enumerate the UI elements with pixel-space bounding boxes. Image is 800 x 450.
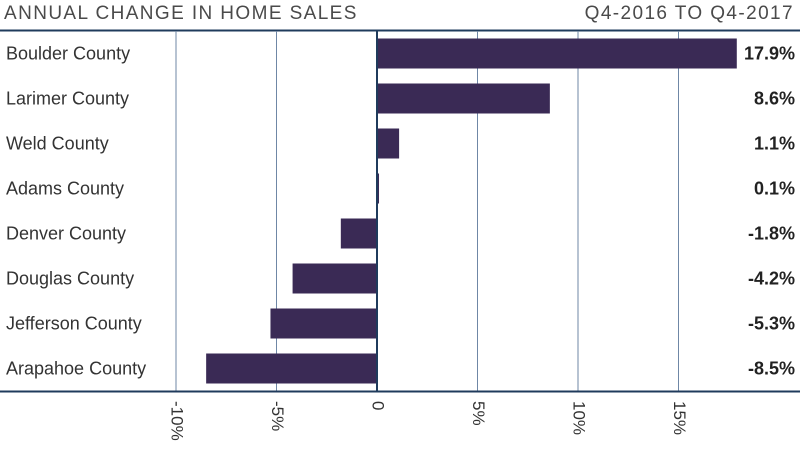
category-label: Denver County [6, 224, 126, 244]
category-label: Weld County [6, 134, 109, 154]
data-label: 1.1% [754, 134, 795, 154]
x-tick-label: 5% [469, 401, 488, 426]
bar [377, 128, 400, 159]
category-label: Arapahoe County [6, 359, 146, 379]
x-tick-label: 15% [670, 401, 689, 435]
category-label: Jefferson County [6, 314, 142, 334]
bar [377, 83, 550, 114]
category-label: Larimer County [6, 89, 129, 109]
chart-header: ANNUAL CHANGE IN HOME SALES Q4-2016 TO Q… [0, 0, 800, 30]
category-label: Boulder County [6, 44, 130, 64]
data-label: -5.3% [748, 314, 795, 334]
chart-period: Q4-2016 TO Q4-2017 [584, 3, 794, 24]
chart-title: ANNUAL CHANGE IN HOME SALES [4, 3, 358, 24]
category-label: Adams County [6, 179, 124, 199]
bar [292, 263, 377, 294]
data-label: 8.6% [754, 89, 795, 109]
bar [206, 353, 377, 384]
data-label: 17.9% [744, 44, 795, 64]
x-tick-label: -5% [268, 401, 287, 431]
x-tick-label: -10% [168, 401, 187, 441]
bar [377, 173, 380, 204]
data-label: -1.8% [748, 224, 795, 244]
data-label: 0.1% [754, 179, 795, 199]
x-tick-label: 0 [369, 401, 388, 410]
category-label: Douglas County [6, 269, 134, 289]
bar [340, 218, 377, 249]
x-tick-label: 10% [570, 401, 589, 435]
data-label: -8.5% [748, 359, 795, 379]
bar [377, 38, 737, 69]
data-label: -4.2% [748, 269, 795, 289]
bar [270, 308, 377, 339]
